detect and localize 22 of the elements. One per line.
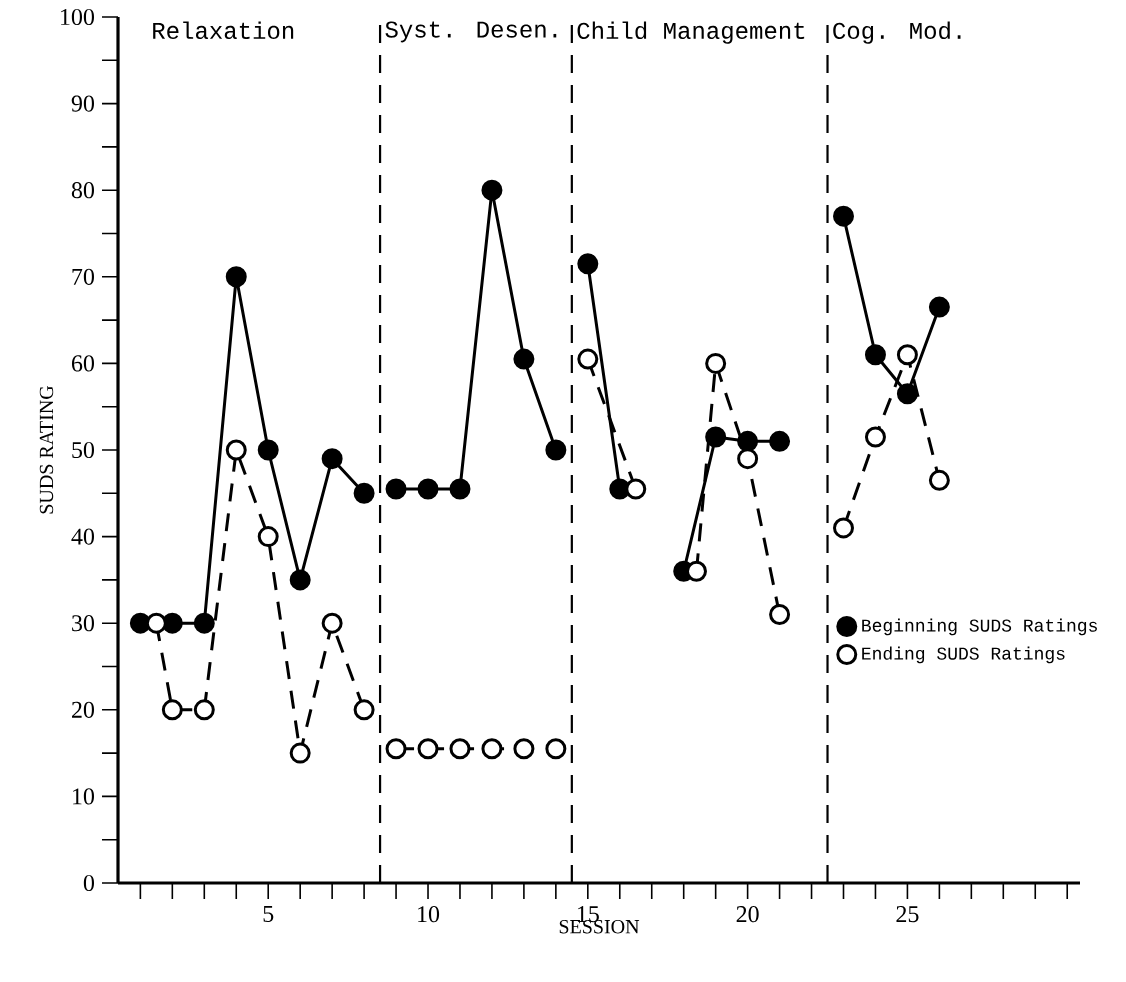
y-tick-label: 0 xyxy=(83,874,95,892)
x-tick-label: 25 xyxy=(896,906,919,923)
y-tick-label: 80 xyxy=(71,182,95,199)
legend-label: Beginning SUDS Ratings xyxy=(862,618,1097,636)
y-tick-label: 40 xyxy=(71,528,95,545)
y-tick-label: 60 xyxy=(71,355,95,372)
y-axis-title: SUDS RATING xyxy=(39,385,54,514)
y-tick-label: 70 xyxy=(72,268,95,285)
y-tick-label: 90 xyxy=(71,95,95,112)
x-tick-label: 10 xyxy=(418,906,440,923)
ref-line-label: Cog. Mod. xyxy=(833,21,961,44)
y-tick-label: 100 xyxy=(61,8,95,26)
x-tick-label: 20 xyxy=(736,906,759,923)
y-tick-label: 20 xyxy=(72,701,95,718)
annotation: Relaxation xyxy=(153,21,294,40)
legend-label: Ending SUDS Ratings xyxy=(862,646,1065,664)
x-tick-label: 5 xyxy=(263,906,274,922)
ref-line-label: Child Management xyxy=(577,21,805,44)
ref-line-label: Syst. Desen. xyxy=(385,21,557,43)
y-tick-label: 50 xyxy=(72,441,95,459)
y-tick-label: 10 xyxy=(73,788,95,805)
y-tick-label: 30 xyxy=(72,615,95,632)
